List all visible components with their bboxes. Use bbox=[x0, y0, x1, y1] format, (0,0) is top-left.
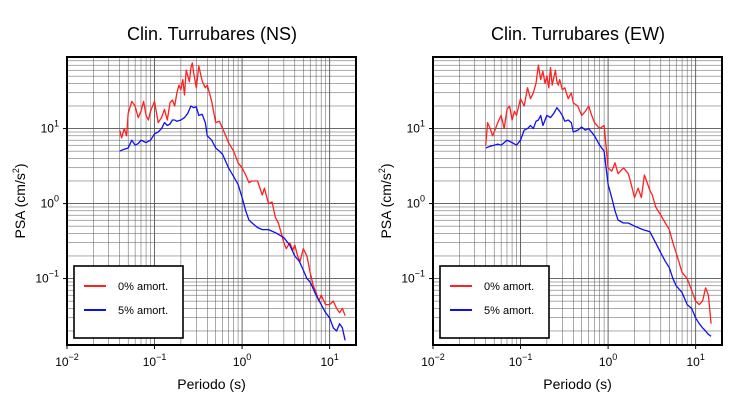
x-tick-label: 100 bbox=[233, 352, 251, 369]
legend-entry-1: 5% amort. bbox=[118, 305, 168, 317]
x-tick-label: 101 bbox=[686, 352, 704, 369]
legend-entry-0: 0% amort. bbox=[484, 281, 534, 293]
y-tick-labels: 10−1 100 101 bbox=[35, 119, 67, 286]
legend-box bbox=[73, 265, 184, 339]
plot-frame bbox=[66, 56, 357, 346]
series-line-damp5 bbox=[119, 105, 346, 341]
x-tick-labels: 10−2 10−1 100 101 bbox=[55, 345, 339, 369]
legend: 0% amort. 5% amort. bbox=[439, 265, 550, 339]
x-tick-label: 10−1 bbox=[509, 352, 533, 369]
legend-entry-0: 0% amort. bbox=[118, 281, 168, 293]
series-group bbox=[119, 62, 346, 341]
legend-box bbox=[439, 265, 550, 339]
panel-ns: Clin. Turrubares (NS) 10−2 10−1 100 101 10−… bbox=[11, 24, 357, 392]
y-tick-label: 100 bbox=[41, 194, 59, 211]
y-tick-label: 101 bbox=[407, 119, 425, 136]
y-tick-label: 10−1 bbox=[401, 269, 425, 286]
chart-title: Clin. Turrubares (NS) bbox=[127, 24, 297, 44]
y-axis-label-tail: ) bbox=[378, 163, 394, 168]
x-axis-label: Periodo (s) bbox=[543, 376, 611, 392]
series-group bbox=[485, 64, 712, 337]
y-tick-label: 100 bbox=[407, 194, 425, 211]
legend-entry-1: 5% amort. bbox=[484, 305, 534, 317]
legend: 0% amort. 5% amort. bbox=[73, 265, 184, 339]
x-axis-label: Periodo (s) bbox=[177, 376, 245, 392]
plot-frame bbox=[432, 56, 723, 346]
series-line-damp0 bbox=[119, 62, 346, 316]
y-tick-label: 101 bbox=[41, 119, 59, 136]
series-line-damp5 bbox=[485, 107, 712, 337]
x-tick-label: 10−2 bbox=[55, 352, 79, 369]
y-axis-label: PSA (cm/s2) bbox=[377, 163, 394, 238]
y-axis-label-base: PSA (cm/s bbox=[378, 173, 394, 238]
y-tick-label: 10−1 bbox=[35, 269, 59, 286]
y-axis-label-sup: 2 bbox=[377, 168, 387, 173]
panel-ew: Clin. Turrubares (EW) 10−2 10−1 100 101 10−… bbox=[377, 24, 723, 392]
x-tick-label: 10−2 bbox=[421, 352, 445, 369]
x-tick-label: 10−1 bbox=[143, 352, 167, 369]
x-tick-labels: 10−2 10−1 100 101 bbox=[421, 345, 705, 369]
y-axis-label-tail: ) bbox=[12, 163, 28, 168]
series-line-damp0 bbox=[485, 64, 712, 324]
x-tick-label: 100 bbox=[599, 352, 617, 369]
y-axis-label-base: PSA (cm/s bbox=[12, 173, 28, 238]
y-axis-label: PSA (cm/s2) bbox=[11, 163, 28, 238]
chart-title: Clin. Turrubares (EW) bbox=[491, 24, 665, 44]
y-tick-labels: 10−1 100 101 bbox=[401, 119, 433, 286]
x-tick-label: 101 bbox=[320, 352, 338, 369]
y-axis-label-sup: 2 bbox=[11, 168, 21, 173]
